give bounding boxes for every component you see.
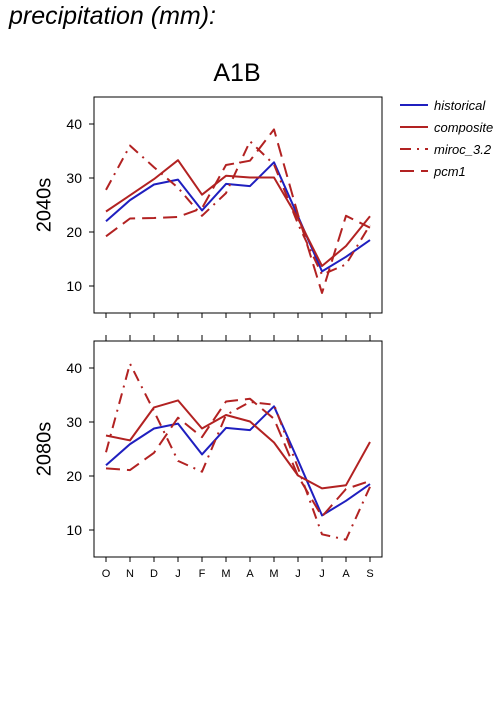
series-line-miroc-3-2 [105,140,371,276]
legend-label: historical [434,98,486,113]
y-tick-label: 10 [66,522,82,538]
panel-2040s: 10 20 30 40 2040s [33,96,383,341]
x-tick-label: J [175,568,181,580]
x-tick-label: S [366,568,373,580]
page-title: precipitation (mm): [9,2,216,30]
panel-2080s: 10 20 30 40 2080s O N D J F M A M J J A S [33,340,383,580]
panel-frame [93,340,383,558]
series-line-miroc-3-2 [105,362,371,541]
chart-legend: historical composite miroc_3.2 pcm1 [400,98,493,179]
x-tick-label: M [269,568,278,580]
legend-label: pcm1 [433,164,466,179]
series-line-pcm1 [105,128,371,294]
x-tick-label: O [102,568,111,580]
y-tick-label: 20 [66,224,82,240]
y-tick-label: 30 [66,170,82,186]
chart-panels: 10 20 30 40 2040s 10 20 30 40 2080s O N D J F M A M J J A S [33,96,383,580]
series-line-composite [105,399,371,490]
x-tick-label: J [319,568,325,580]
panel-frame [93,96,383,314]
panel-label: 2080s [33,422,55,477]
series-line-historical [105,405,371,517]
legend-label: composite [434,120,493,135]
x-tick-label: F [199,568,206,580]
series-line-historical [105,161,371,273]
panel-label: 2040s [33,178,55,233]
x-tick-label: A [342,568,350,580]
y-tick-label: 40 [66,116,82,132]
y-tick-label: 10 [66,278,82,294]
x-tick-label: N [126,568,134,580]
y-tick-label: 20 [66,468,82,484]
y-tick-label: 40 [66,360,82,376]
x-tick-label: D [150,568,158,580]
x-tick-label: J [295,568,301,580]
x-tick-label: M [221,568,230,580]
chart-title: A1B [213,59,260,87]
legend-label: miroc_3.2 [434,142,492,157]
series-line-pcm1 [105,397,371,518]
y-tick-label: 30 [66,414,82,430]
series-line-composite [105,159,371,267]
x-tick-label: A [246,568,254,580]
